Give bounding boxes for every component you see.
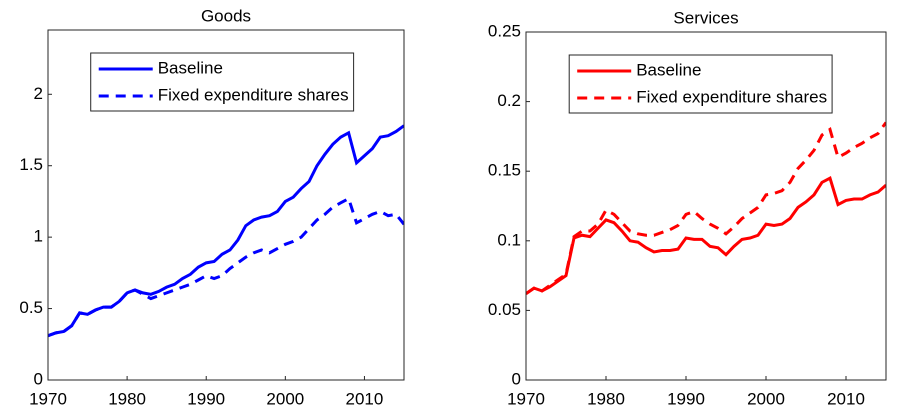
x-tick-label: 2010 [827,389,865,408]
y-tick-label: 0.05 [488,300,521,319]
data-line [526,175,886,295]
y-tick-label: 1 [34,227,43,246]
y-tick-label: 0.15 [488,161,521,180]
x-tick-label: 1970 [507,389,545,408]
axes-box [525,31,887,381]
y-tick-label: 0.1 [497,230,521,249]
legend-box [568,54,833,114]
y-tick-label: 0 [34,369,43,388]
x-tick-label: 2000 [747,389,785,408]
y-tick-label: 0 [512,369,521,388]
y-tick-label: 0.2 [497,91,521,110]
axes-box [47,29,405,381]
legend: Baseline Fixed expenditure shares [90,52,355,112]
y-tick-label: 1.5 [19,155,43,174]
chart-title: Services [673,8,738,27]
legend-label: Baseline [636,60,701,79]
legend-box [90,52,355,112]
legend-label: Fixed expenditure shares [636,87,827,106]
legend-label: Fixed expenditure shares [158,85,349,104]
x-tick-label: 1980 [587,389,625,408]
x-tick-label: 2010 [346,389,384,408]
x-tick-label: 1970 [29,389,67,408]
legend-label: Baseline [158,58,223,77]
x-tick-label: 2000 [266,389,304,408]
x-tick-label: 1980 [108,389,146,408]
y-tick-label: 0.25 [488,21,521,40]
legend: Baseline Fixed expenditure shares [568,54,833,114]
y-tick-label: 2 [34,84,43,103]
x-tick-label: 1990 [667,389,705,408]
y-tick-label: 0.5 [19,298,43,317]
data-line [48,196,404,338]
x-tick-label: 1990 [187,389,225,408]
chart-title: Goods [201,6,251,25]
